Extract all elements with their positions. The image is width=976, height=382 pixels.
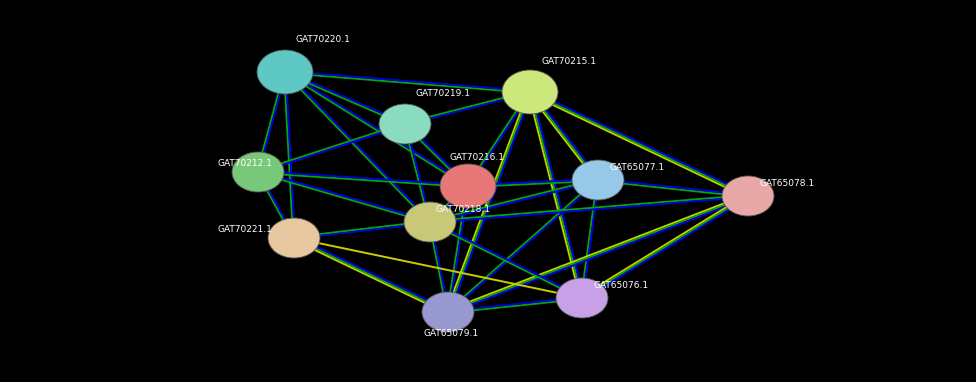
Text: GAT70212.1: GAT70212.1	[218, 159, 273, 168]
Text: GAT70218.1: GAT70218.1	[436, 205, 491, 214]
Text: GAT70215.1: GAT70215.1	[542, 57, 597, 66]
Ellipse shape	[257, 50, 313, 94]
Ellipse shape	[556, 278, 608, 318]
Ellipse shape	[232, 152, 284, 192]
Ellipse shape	[440, 164, 496, 208]
Text: GAT70221.1: GAT70221.1	[218, 225, 273, 234]
Text: GAT65077.1: GAT65077.1	[610, 163, 665, 172]
Text: GAT70219.1: GAT70219.1	[416, 89, 471, 98]
Ellipse shape	[422, 292, 474, 332]
Text: GAT65076.1: GAT65076.1	[594, 281, 649, 290]
Ellipse shape	[572, 160, 624, 200]
Ellipse shape	[404, 202, 456, 242]
Ellipse shape	[268, 218, 320, 258]
Text: GAT65079.1: GAT65079.1	[424, 329, 479, 338]
Ellipse shape	[379, 104, 431, 144]
Ellipse shape	[722, 176, 774, 216]
Text: GAT65078.1: GAT65078.1	[760, 179, 815, 188]
Text: GAT70220.1: GAT70220.1	[296, 35, 351, 44]
Ellipse shape	[502, 70, 558, 114]
Text: GAT70216.1: GAT70216.1	[450, 153, 505, 162]
